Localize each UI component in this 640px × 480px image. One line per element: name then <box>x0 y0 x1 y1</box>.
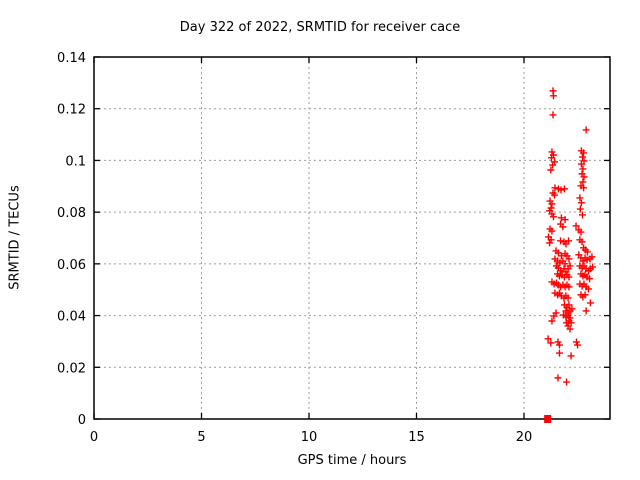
data-point-marker <box>555 349 563 357</box>
zero-line-marker <box>544 415 552 423</box>
x-tick-label: 5 <box>197 430 205 445</box>
chart-title: Day 322 of 2022, SRMTID for receiver cac… <box>179 20 461 35</box>
data-point-marker <box>577 228 585 236</box>
data-point-marker <box>567 352 575 360</box>
x-axis-label: GPS time / hours <box>297 453 407 468</box>
data-point-marker <box>576 205 584 213</box>
plot-border <box>93 56 611 420</box>
data-point-marker <box>557 214 565 222</box>
data-point-marker <box>548 154 556 162</box>
data-point-marker <box>547 339 555 347</box>
data-point-marker <box>557 186 565 194</box>
data-point-marker <box>548 200 556 208</box>
data-point-marker <box>551 191 559 199</box>
data-point-marker <box>572 222 580 230</box>
data-point-marker <box>551 184 559 192</box>
x-tick-label: 15 <box>408 430 425 445</box>
data-point-marker <box>548 227 556 235</box>
data-point-marker <box>548 317 556 325</box>
data-point-marker <box>586 299 594 307</box>
data-point-marker <box>561 260 569 268</box>
y-tick-label: 0.08 <box>57 206 86 221</box>
data-point-marker <box>549 161 557 169</box>
data-point-marker <box>568 305 576 313</box>
y-tick-label: 0.06 <box>57 258 86 273</box>
data-point-marker <box>583 248 591 256</box>
data-point-marker <box>576 194 584 202</box>
data-point-marker <box>549 111 557 119</box>
data-point-marker <box>566 262 574 270</box>
data-point-marker <box>557 237 565 245</box>
y-tick-label: 0.14 <box>57 51 86 66</box>
data-point-marker <box>572 338 580 346</box>
data-point-marker <box>563 378 571 386</box>
x-tick-label: 10 <box>301 430 318 445</box>
data-point-marker <box>574 341 582 349</box>
data-point-marker <box>589 263 597 271</box>
data-point-marker <box>578 153 586 161</box>
data-point-marker <box>566 314 574 322</box>
data-point-marker <box>549 92 557 100</box>
data-point-marker <box>582 307 590 315</box>
x-tick-label: 0 <box>90 430 98 445</box>
data-point-marker <box>559 223 567 231</box>
data-point-marker <box>582 126 590 134</box>
y-tick-label: 0 <box>78 413 86 428</box>
data-point-marker <box>578 238 586 246</box>
data-point-marker <box>585 285 592 293</box>
data-point-marker <box>565 283 573 291</box>
data-point-marker <box>546 239 554 247</box>
data-point-marker <box>580 149 588 157</box>
srmtid-points <box>544 87 597 386</box>
y-tick-label: 0.02 <box>57 361 86 376</box>
data-point-marker <box>547 236 555 244</box>
data-point-marker <box>565 237 573 245</box>
data-point-marker <box>548 148 556 156</box>
y-tick-label: 0.04 <box>57 310 86 325</box>
data-point-marker <box>550 312 558 320</box>
data-point-marker <box>565 255 573 263</box>
data-point-marker <box>578 211 586 219</box>
data-point-square <box>544 415 552 423</box>
data-point-marker <box>586 275 594 283</box>
data-point-marker <box>565 273 573 281</box>
data-point-marker <box>577 160 585 168</box>
data-point-marker <box>566 325 574 333</box>
data-point-marker <box>579 178 587 186</box>
data-point-marker <box>547 166 555 174</box>
data-point-marker <box>549 213 557 221</box>
data-point-marker <box>555 341 563 349</box>
data-point-marker <box>588 253 596 261</box>
data-point-marker <box>580 184 588 192</box>
x-tick-label: 20 <box>516 430 533 445</box>
y-tick-label: 0.1 <box>65 154 86 169</box>
data-point-marker <box>577 199 585 207</box>
data-point-marker <box>565 301 573 309</box>
data-point-marker <box>581 291 589 299</box>
data-point-marker <box>554 374 562 382</box>
data-point-marker <box>560 185 568 193</box>
data-point-marker <box>580 173 588 181</box>
y-tick-label: 0.12 <box>57 103 86 118</box>
data-point-marker <box>561 216 569 224</box>
data-point-marker <box>579 165 587 173</box>
data-point-marker <box>564 294 572 302</box>
data-point-marker <box>544 335 552 343</box>
data-point-marker <box>554 338 562 346</box>
